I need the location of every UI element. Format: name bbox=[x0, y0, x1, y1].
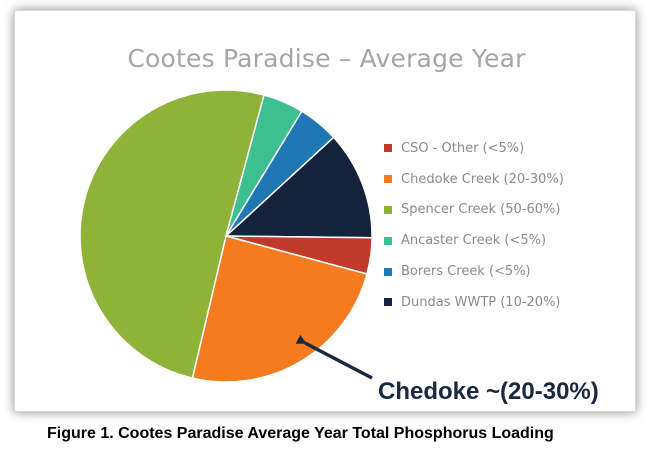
pie-slices bbox=[79, 89, 373, 383]
legend-swatch bbox=[384, 267, 392, 276]
legend-item-ancaster-creek: Ancaster Creek (<5%) bbox=[384, 225, 564, 256]
pie-slice-borers-creek bbox=[225, 110, 335, 237]
figure-caption: Figure 1. Cootes Paradise Average Year T… bbox=[47, 425, 554, 442]
legend-item-spencer-creek: Spencer Creek (50-60%) bbox=[384, 195, 564, 226]
chedoke-callout: Chedoke ~(20-30%) bbox=[378, 378, 599, 405]
legend-label: Chedoke Creek (20-30%) bbox=[401, 171, 564, 187]
pie-slice-dundas-wwtp bbox=[224, 136, 373, 239]
legend-swatch bbox=[384, 205, 392, 214]
legend-item-borers-creek: Borers Creek (<5%) bbox=[384, 256, 564, 287]
legend-label: Ancaster Creek (<5%) bbox=[401, 233, 547, 249]
legend-swatch bbox=[384, 175, 392, 184]
legend-swatch bbox=[384, 144, 392, 153]
legend-swatch bbox=[384, 298, 392, 307]
legend-item-cso-other: CSO - Other (<5%) bbox=[384, 133, 564, 164]
legend-label: Borers Creek (<5%) bbox=[401, 264, 531, 280]
legend-label: Dundas WWTP (10-20%) bbox=[401, 294, 561, 310]
legend-label: Spencer Creek (50-60%) bbox=[401, 202, 561, 218]
chart-legend: CSO - Other (<5%) Chedoke Creek (20-30%) S… bbox=[384, 133, 564, 318]
chart-title: Cootes Paradise – Average Year bbox=[127, 44, 526, 73]
legend-item-dundas-wwtp: Dundas WWTP (10-20%) bbox=[384, 287, 564, 318]
callout-arrow bbox=[295, 334, 373, 380]
pie-slice-spencer-creek bbox=[79, 89, 265, 379]
legend-label: CSO - Other (<5%) bbox=[401, 140, 525, 156]
legend-item-chedoke-creek: Chedoke Creek (20-30%) bbox=[384, 164, 564, 195]
legend-swatch bbox=[384, 236, 392, 245]
pie-slice-chedoke-creek bbox=[191, 235, 368, 383]
